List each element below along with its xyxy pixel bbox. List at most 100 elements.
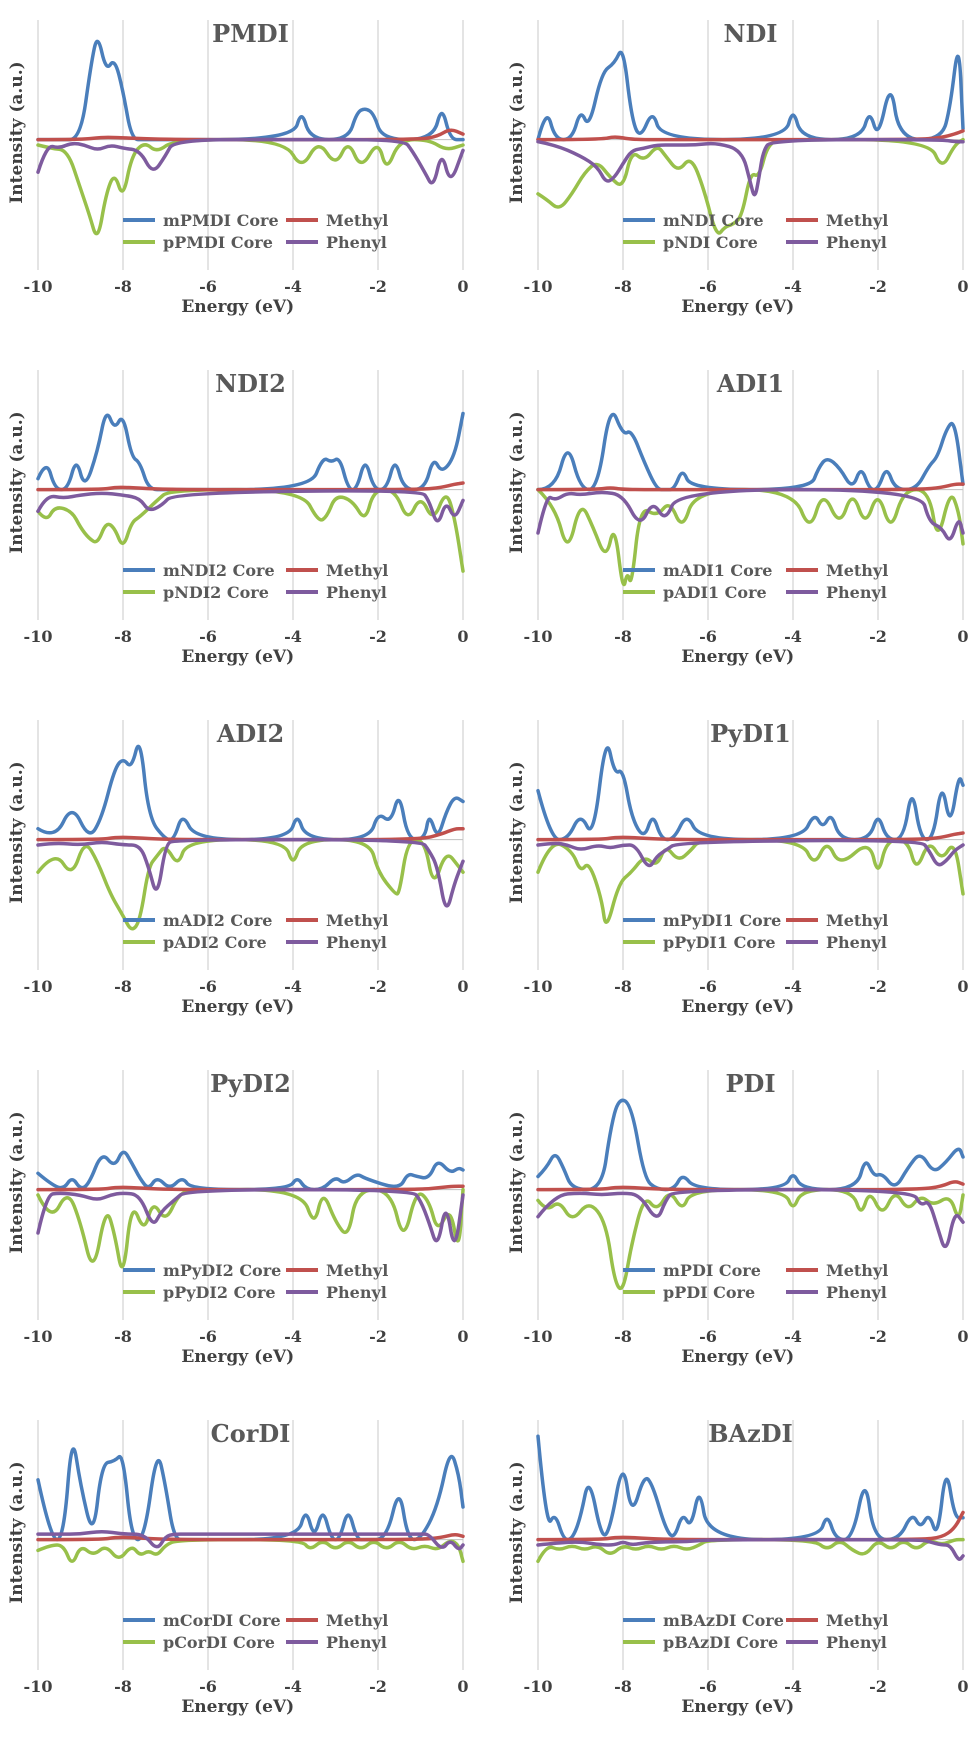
legend-label: Phenyl (826, 1283, 887, 1302)
legend-label: Methyl (326, 911, 388, 930)
series-ppydi2-core (36, 1187, 465, 1269)
legend-label: Phenyl (326, 583, 387, 602)
series-phenyl (536, 137, 965, 197)
legend-label: mPMDI Core (163, 211, 279, 230)
series-pcordi-core (36, 1537, 465, 1564)
legend-label: mPyDI1 Core (663, 911, 781, 930)
x-tick-label: 0 (457, 977, 468, 996)
x-tick-label: -8 (114, 1327, 132, 1346)
legend-label: mNDI Core (663, 211, 764, 230)
legend-label: pNDI2 Core (163, 583, 269, 602)
x-tick-label: -10 (524, 627, 553, 646)
chart-title: BAzDI (708, 1419, 793, 1448)
x-axis-label: Energy (eV) (681, 297, 794, 317)
series-phenyl (36, 137, 465, 185)
x-tick-label: -8 (114, 977, 132, 996)
x-tick-label: -10 (24, 627, 53, 646)
x-tick-label: -2 (369, 1327, 387, 1346)
x-tick-label: -4 (784, 1677, 802, 1696)
legend-label: mBAzDI Core (663, 1611, 784, 1630)
legend-label: mCorDI Core (163, 1611, 281, 1630)
legend-label: mPDI Core (663, 1261, 761, 1280)
series-mndi-core (536, 50, 965, 142)
legend-label: pADI2 Core (163, 933, 267, 952)
x-tick-label: -8 (614, 1677, 632, 1696)
y-axis-label: Intensity (a.u.) (507, 1461, 527, 1603)
series-mpdi-core (536, 1098, 965, 1192)
chart-adi2: ADI2 Intensity (a.u.) -10 -8 -6 -4 -2 0 Energy (… (7, 719, 469, 1017)
x-tick-label: 0 (957, 627, 968, 646)
chart-title: PDI (725, 1069, 775, 1098)
x-tick-label: -8 (614, 627, 632, 646)
x-tick-label: -6 (199, 627, 217, 646)
chart-title: NDI (724, 19, 778, 48)
x-tick-label: -2 (869, 1677, 887, 1696)
x-tick-label: -8 (114, 277, 132, 296)
chart-title: NDI2 (215, 369, 286, 398)
x-tick-label: -2 (369, 627, 387, 646)
y-axis-label: Intensity (a.u.) (507, 61, 527, 203)
series-mbazdi-core (536, 1434, 965, 1542)
x-tick-label: -10 (524, 1327, 553, 1346)
series-phenyl (36, 1187, 465, 1243)
chart-title: PyDI2 (210, 1069, 291, 1098)
series-methyl (36, 481, 465, 492)
x-tick-label: -6 (199, 277, 217, 296)
x-tick-label: -8 (614, 1327, 632, 1346)
legend-label: mADI2 Core (163, 911, 272, 930)
y-axis-label: Intensity (a.u.) (507, 1111, 527, 1253)
legend-label: Methyl (326, 561, 388, 580)
y-axis-label: Intensity (a.u.) (7, 1461, 27, 1603)
legend-label: Phenyl (326, 933, 387, 952)
chart-title: ADI1 (716, 369, 784, 398)
series-methyl (536, 129, 965, 142)
series-mndi2-core (36, 411, 465, 492)
chart-pmdi: PMDI Intensity (a.u.) -10 -8 -6 -4 -2 0 Energy (… (7, 19, 469, 317)
chart-adi1: ADI1 Intensity (a.u.) -10 -8 -6 -4 -2 0 Energy (… (507, 369, 969, 667)
x-tick-label: -4 (284, 1677, 302, 1696)
series-mpydi2-core (36, 1150, 465, 1192)
y-axis-label: Intensity (a.u.) (7, 61, 27, 203)
legend-label: pPDI Core (663, 1283, 755, 1302)
chart-bazdi: BAzDI Intensity (a.u.) -10 -8 -6 -4 -2 0 Energy … (507, 1419, 969, 1717)
x-tick-label: -4 (284, 277, 302, 296)
x-tick-label: -10 (24, 977, 53, 996)
x-tick-label: -2 (869, 277, 887, 296)
x-tick-label: 0 (457, 277, 468, 296)
x-axis-label: Energy (eV) (681, 647, 794, 667)
chart-title: ADI2 (216, 719, 284, 748)
y-axis-label: Intensity (a.u.) (7, 1111, 27, 1253)
x-axis-label: Energy (eV) (681, 1697, 794, 1717)
x-tick-label: -4 (284, 977, 302, 996)
x-tick-label: -6 (199, 1677, 217, 1696)
series-methyl (536, 831, 965, 842)
x-axis-label: Energy (eV) (181, 997, 294, 1017)
chart-pydi1: PyDI1 Intensity (a.u.) -10 -8 -6 -4 -2 0 Energy … (507, 719, 969, 1017)
x-tick-label: -8 (114, 627, 132, 646)
chart-title: PMDI (212, 19, 289, 48)
x-tick-label: -10 (524, 277, 553, 296)
x-tick-label: 0 (457, 1327, 468, 1346)
legend-label: Phenyl (326, 233, 387, 252)
chart-title: PyDI1 (710, 719, 791, 748)
legend-label: Methyl (826, 211, 888, 230)
x-tick-label: -4 (784, 277, 802, 296)
x-tick-label: 0 (457, 1677, 468, 1696)
x-tick-label: -10 (24, 277, 53, 296)
x-tick-label: -10 (24, 1677, 53, 1696)
x-tick-label: -10 (524, 977, 553, 996)
legend-label: pADI1 Core (663, 583, 767, 602)
x-tick-label: -2 (369, 1677, 387, 1696)
legend-label: Methyl (326, 1261, 388, 1280)
chart-ndi2: NDI2 Intensity (a.u.) -10 -8 -6 -4 -2 0 Energy (… (7, 369, 469, 667)
chart-pdi: PDI Intensity (a.u.) -10 -8 -6 -4 -2 0 Energy (e… (507, 1069, 969, 1367)
x-tick-label: -8 (114, 1677, 132, 1696)
x-tick-label: -2 (869, 1327, 887, 1346)
legend-label: Methyl (326, 1611, 388, 1630)
x-tick-label: -10 (24, 1327, 53, 1346)
series-phenyl (536, 487, 965, 541)
series-phenyl (36, 1529, 465, 1551)
x-axis-label: Energy (eV) (681, 1347, 794, 1367)
x-tick-label: -2 (369, 977, 387, 996)
